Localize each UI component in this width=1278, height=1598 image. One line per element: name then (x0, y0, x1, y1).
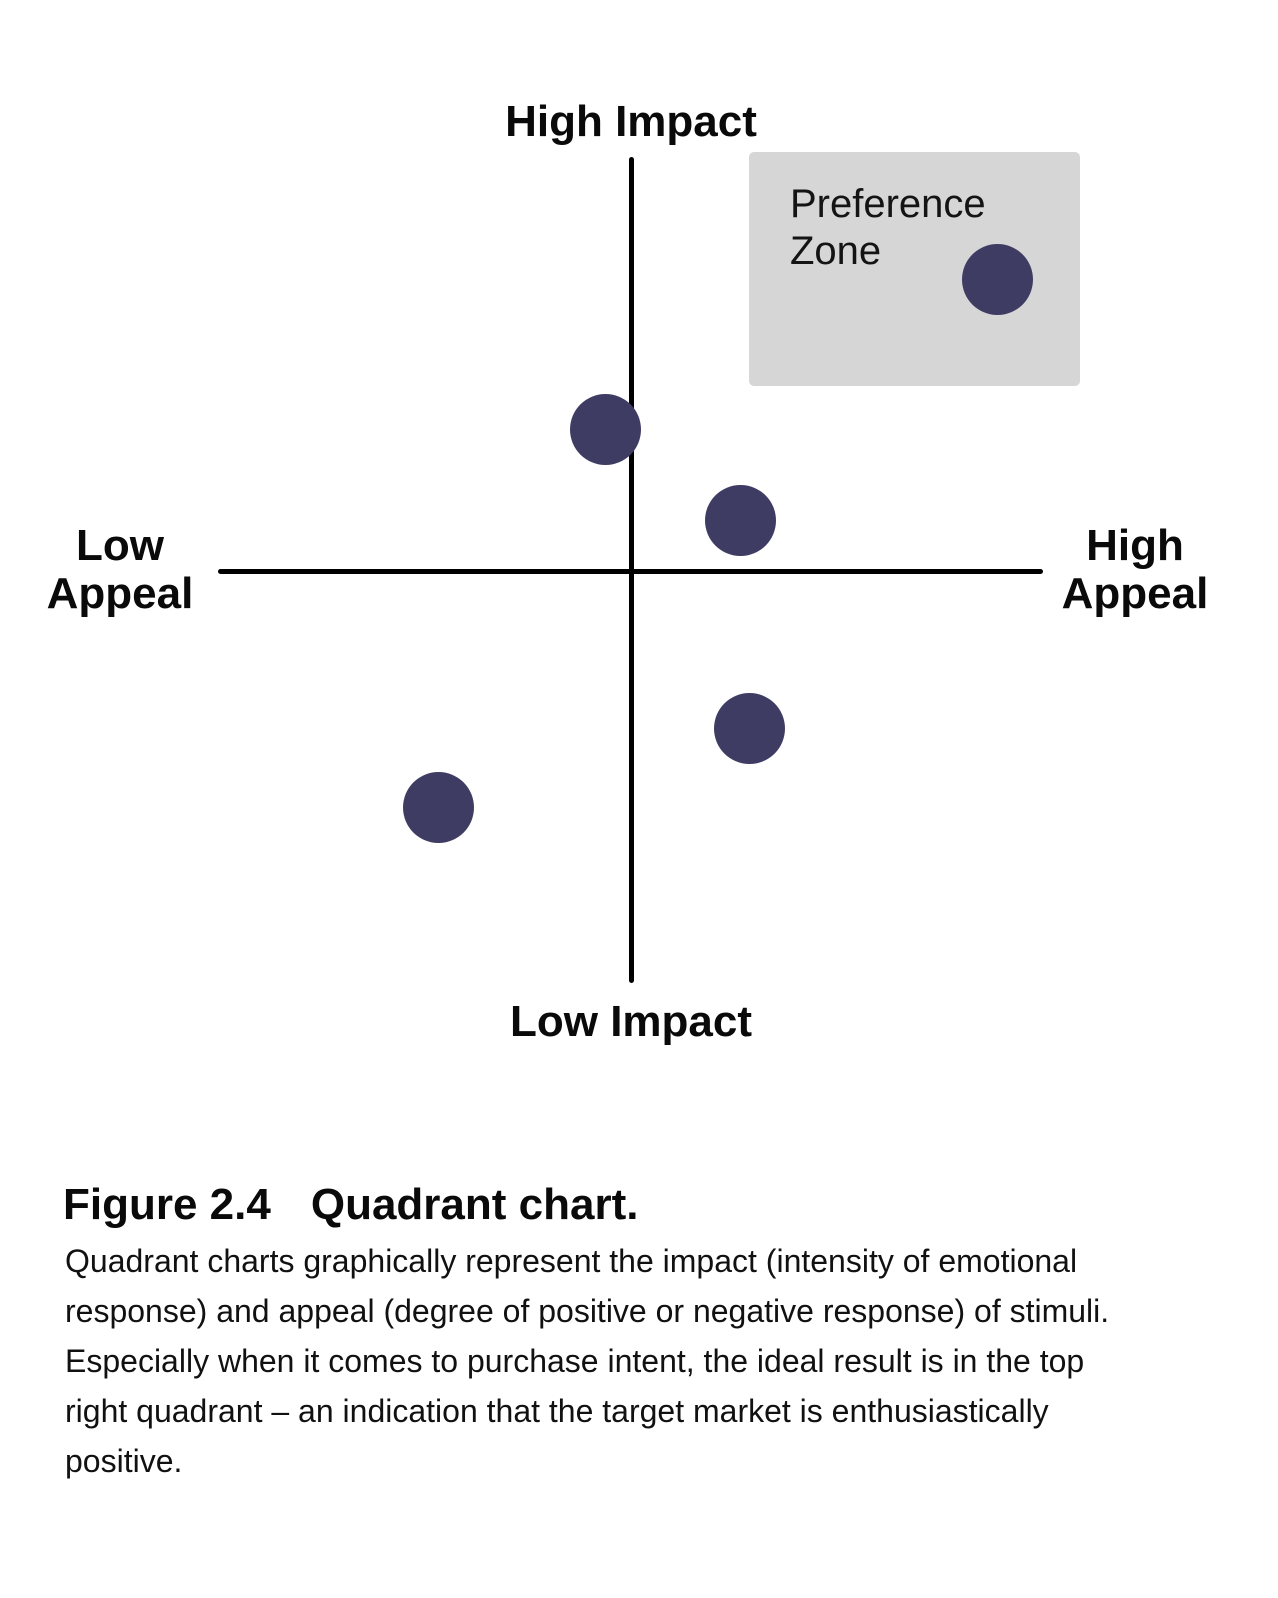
axis-label-high-appeal: High Appeal (1062, 522, 1209, 618)
axis-label-low-impact-text: Low Impact (509, 997, 753, 1046)
axis-label-high-appeal-line1: High (1086, 521, 1184, 570)
axis-label-high-impact: High Impact (505, 98, 757, 146)
data-point (713, 692, 785, 764)
data-point (569, 393, 641, 465)
preference-zone-label: Preference Zone (790, 181, 986, 275)
figure-caption: Figure 2.4 Quadrant chart. (63, 1180, 638, 1230)
axis-label-low-impact: Low Impact (510, 998, 752, 1046)
quadrant-chart: High Impact Low Appeal High Appeal Low I… (47, 98, 1209, 1046)
description-line: response) and appeal (degree of positive… (65, 1293, 1110, 1329)
figure-title: Quadrant chart. (310, 1180, 639, 1229)
figure-number: Figure 2.4 (63, 1180, 271, 1229)
axis-label-low-appeal-line2: Appeal (46, 569, 194, 618)
description-line: positive. (65, 1443, 183, 1479)
horizontal-axis (218, 568, 1043, 574)
axis-label-high-impact-text: High Impact (505, 97, 757, 146)
preference-zone: Preference Zone (749, 152, 1080, 386)
axis-label-low-appeal-line1: Low (76, 521, 164, 570)
description-line: Quadrant charts graphically represent th… (65, 1243, 1078, 1279)
preference-zone-label-line1: Preference (790, 182, 986, 226)
preference-zone-label-line2: Zone (790, 229, 882, 273)
axis-label-low-appeal: Low Appeal (47, 522, 194, 618)
data-point (402, 771, 474, 843)
data-point (961, 243, 1033, 315)
figure-description: Quadrant charts graphically represent th… (65, 1236, 1109, 1486)
data-point (704, 484, 776, 556)
description-line: Especially when it comes to purchase int… (65, 1343, 1085, 1379)
axis-label-high-appeal-line2: Appeal (1061, 569, 1209, 618)
description-line: right quadrant – an indication that the … (65, 1393, 1049, 1429)
